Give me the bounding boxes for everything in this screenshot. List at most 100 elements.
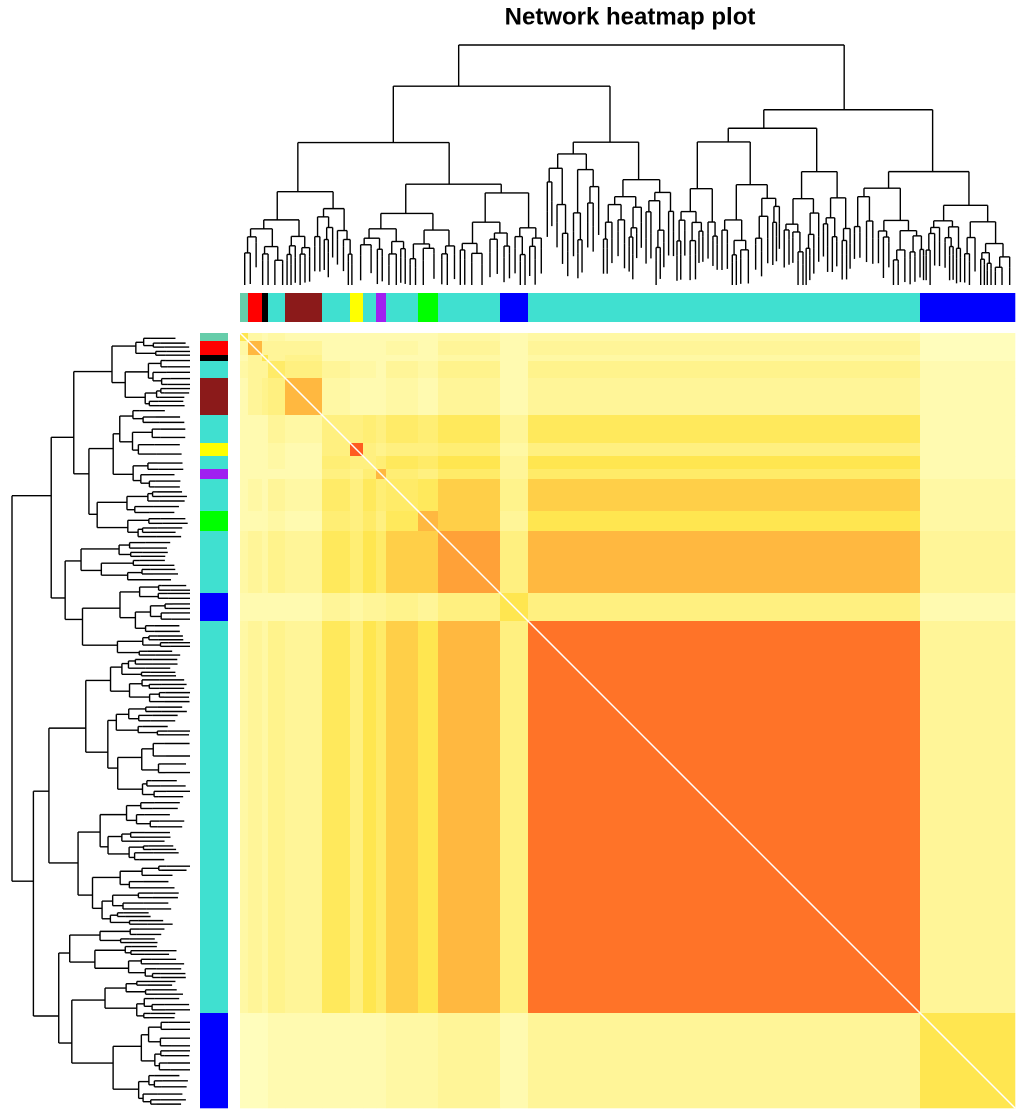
module-bar-left [200, 1013, 228, 1109]
heatmap-cell [528, 341, 921, 356]
heatmap-cell [418, 378, 439, 416]
heatmap-cell [418, 1013, 439, 1109]
heatmap-cell [285, 341, 323, 356]
heatmap-cell [363, 511, 377, 532]
heatmap-cell [240, 469, 249, 480]
heatmap-cell [322, 378, 351, 416]
heatmap-cell [528, 355, 921, 362]
heatmap-cell [262, 469, 269, 480]
heatmap-cell [322, 355, 351, 362]
heatmap-cell [500, 531, 529, 594]
heatmap-cell [268, 443, 286, 457]
heatmap-cell [363, 355, 377, 362]
heatmap-cell [438, 341, 501, 356]
heatmap-cell [376, 415, 387, 444]
heatmap-cell [376, 456, 387, 470]
module-bar-top [500, 293, 529, 322]
heatmap-cell [268, 469, 286, 480]
heatmap-cell [350, 415, 364, 444]
heatmap-cell [500, 511, 529, 532]
heatmap-cell [500, 355, 529, 362]
heatmap-cell [500, 415, 529, 444]
heatmap-cell [528, 479, 921, 512]
heatmap-cell [248, 378, 263, 416]
heatmap-cell [285, 511, 323, 532]
heatmap-cell [438, 1013, 501, 1109]
heatmap-cell [376, 511, 387, 532]
heatmap-cell [285, 355, 323, 362]
heatmap-cell [248, 355, 263, 362]
heatmap-cell [418, 355, 439, 362]
module-bar-top [528, 293, 921, 322]
heatmap-cell [920, 479, 1016, 512]
heatmap-cell [240, 415, 249, 444]
heatmap-cell [285, 621, 323, 1014]
heatmap-cell [920, 378, 1016, 416]
heatmap-cell [376, 355, 387, 362]
heatmap-cell [350, 378, 364, 416]
heatmap-cell [248, 469, 263, 480]
heatmap-cell [528, 593, 921, 622]
heatmap-cell [285, 415, 323, 444]
heatmap-cell [386, 531, 419, 594]
heatmap-cell [240, 479, 249, 512]
module-bar-left [200, 355, 228, 362]
heatmap-cell [438, 456, 501, 470]
heatmap-cell [418, 456, 439, 470]
module-bar-top [322, 293, 351, 322]
heatmap-cell [322, 361, 351, 379]
heatmap-cell [376, 361, 387, 379]
heatmap-cell [438, 378, 501, 416]
heatmap-cell [248, 361, 263, 379]
heatmap-cell [376, 1013, 387, 1109]
module-bar-left [200, 469, 228, 480]
heatmap-cell [285, 531, 323, 594]
heatmap-cell [418, 479, 439, 512]
heatmap-cell [386, 456, 419, 470]
module-bar-left [200, 333, 228, 342]
heatmap-cell [268, 593, 286, 622]
heatmap-cell [285, 443, 323, 457]
heatmap-cell [248, 479, 263, 512]
heatmap-cell [528, 469, 921, 480]
heatmap-cell [438, 355, 501, 362]
heatmap-cell [386, 593, 419, 622]
module-bar-left [200, 593, 228, 622]
heatmap-cell [418, 415, 439, 444]
heatmap-cell [322, 443, 351, 457]
heatmap-cell [268, 479, 286, 512]
heatmap-cell [285, 333, 323, 342]
heatmap-cell [240, 361, 249, 379]
heatmap-cell [386, 511, 419, 532]
heatmap-cell [262, 511, 269, 532]
heatmap-cell [386, 378, 419, 416]
heatmap-cell [386, 415, 419, 444]
chart-title: Network heatmap plot [505, 3, 756, 30]
heatmap-cell [500, 456, 529, 470]
heatmap-cell [920, 415, 1016, 444]
heatmap-cell [920, 361, 1016, 379]
module-bar-left [200, 415, 228, 444]
heatmap-cell [285, 593, 323, 622]
heatmap-cell [268, 1013, 286, 1109]
heatmap-cell [268, 456, 286, 470]
heatmap-cell [386, 621, 419, 1014]
heatmap-cell [262, 479, 269, 512]
heatmap-cell [285, 1013, 323, 1109]
heatmap-cell [376, 341, 387, 356]
heatmap-cell [438, 593, 501, 622]
heatmap-cell [268, 333, 286, 342]
heatmap-cell [268, 531, 286, 594]
heatmap-cell [285, 469, 323, 480]
heatmap-cell [268, 378, 286, 416]
module-bar-top [268, 293, 286, 322]
heatmap-cell [500, 469, 529, 480]
heatmap-cell [322, 333, 351, 342]
heatmap-cell [418, 333, 439, 342]
heatmap-cell [500, 479, 529, 512]
heatmap-cell [240, 378, 249, 416]
heatmap-cell [386, 361, 419, 379]
heatmap-cell [285, 361, 323, 379]
heatmap-cell [350, 511, 364, 532]
heatmap-cell [528, 456, 921, 470]
